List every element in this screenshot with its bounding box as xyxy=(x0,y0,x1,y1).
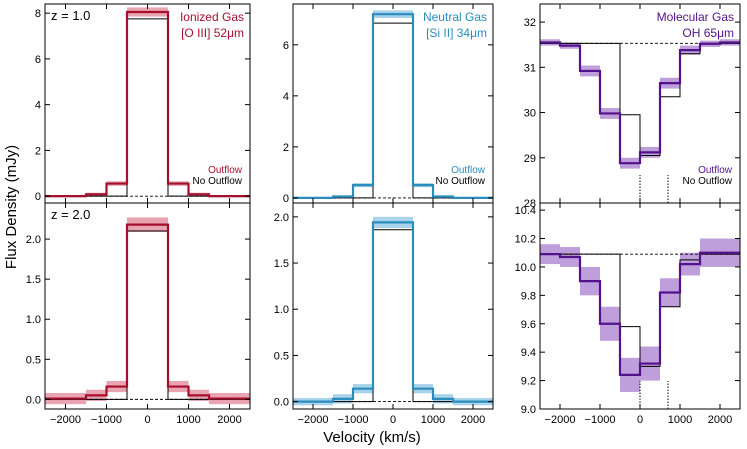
y-tick-label: 1.0 xyxy=(274,304,289,316)
y-tick-label: 9.2 xyxy=(521,376,536,388)
panel-subtitle: [O III] 52μm xyxy=(181,26,244,40)
outflow-step xyxy=(293,221,493,403)
x-tick-label: −2000 xyxy=(50,414,81,426)
y-tick-label: 29 xyxy=(524,153,536,165)
panel-subtitle: OH 65μm xyxy=(682,26,734,40)
panel-title: Molecular Gas xyxy=(657,10,734,24)
redshift-label: z = 2.0 xyxy=(51,207,90,222)
outflow-step xyxy=(293,13,493,199)
x-axis-label: Velocity (km/s) xyxy=(323,429,421,446)
y-tick-label: 2.0 xyxy=(274,212,289,224)
plot-area xyxy=(45,217,250,405)
y-tick-label: 10.4 xyxy=(515,205,536,217)
y-tick-label: 28 xyxy=(524,198,536,210)
y-tick-label: 2.0 xyxy=(26,234,41,246)
legend-outflow: Outflow xyxy=(208,165,243,176)
plot-area xyxy=(45,7,250,198)
x-tick-label: 1000 xyxy=(176,414,200,426)
x-tick-label: 0 xyxy=(144,414,150,426)
y-tick-label: 2 xyxy=(283,142,289,154)
panel-ionized-z1: 0 2 4 6 8 z = 1.0 Ionized Gas [O III] 52μm Outfl… xyxy=(35,3,251,204)
x-tick-label: 1000 xyxy=(668,414,692,426)
panel-title: Neutral Gas xyxy=(423,10,487,24)
y-tick-label: 0.5 xyxy=(274,350,289,362)
no-outflow-step xyxy=(45,18,250,197)
panel-title: Ionized Gas xyxy=(180,10,244,24)
redshift-label: z = 1.0 xyxy=(51,8,90,23)
no-outflow-step xyxy=(540,253,740,367)
panel-molecular-z2: −2000 −1000 0 1000 2000 9.0 9.2 9.4 9.6 9.8 10.0 10… xyxy=(515,202,741,426)
y-tick-label: 0 xyxy=(283,193,289,205)
x-tick-label: 0 xyxy=(637,414,643,426)
y-axis-label: Flux Density (mJy) xyxy=(3,145,20,269)
panel-frame xyxy=(44,202,251,410)
legend-no-outflow: No Outflow xyxy=(436,176,486,187)
plot-area xyxy=(540,238,740,409)
plot-area xyxy=(293,10,493,199)
x-tick-label: −1000 xyxy=(91,414,122,426)
panel-molecular-z1: 28 29 30 31 32 Molecular Gas OH 65μm OutflowNo … xyxy=(524,3,741,210)
no-outflow-step xyxy=(45,230,250,400)
no-outflow-step xyxy=(293,229,493,403)
panel-frame xyxy=(292,202,494,410)
y-tick-label: 1.0 xyxy=(26,314,41,326)
y-tick-label: 6 xyxy=(35,54,41,66)
legend-outflow: Outflow xyxy=(698,165,733,176)
x-tick-label: −2000 xyxy=(545,414,576,426)
y-tick-label: 8 xyxy=(35,8,41,20)
panels: 0 2 4 6 8 z = 1.0 Ionized Gas [O III] 52μm Outfl… xyxy=(26,3,741,426)
y-tick-label: 9.8 xyxy=(521,290,536,302)
y-tick-label: 4 xyxy=(283,91,289,103)
y-tick-label: 1.5 xyxy=(26,274,41,286)
legend-no-outflow: No Outflow xyxy=(683,176,733,187)
x-tick-label: 0 xyxy=(390,414,396,426)
y-tick-label: 6 xyxy=(283,40,289,52)
y-tick-label: 10.0 xyxy=(515,262,536,274)
y-tick-label: 0.0 xyxy=(26,394,41,406)
panel-ionized-z2: −2000 −1000 0 1000 2000 0.0 0.5 1.0 1.5 2.0 z = 2.… xyxy=(26,202,251,426)
legend-no-outflow: No Outflow xyxy=(193,176,243,187)
y-tick-label: 2 xyxy=(35,145,41,157)
y-tick-label: 0.5 xyxy=(26,354,41,366)
y-tick-label: 1.5 xyxy=(274,258,289,270)
y-tick-label: 4 xyxy=(35,100,41,112)
plot-area xyxy=(540,39,740,203)
no-outflow-step xyxy=(540,42,740,157)
y-tick-label: 0.0 xyxy=(274,397,289,409)
y-tick-label: 32 xyxy=(524,17,536,29)
y-tick-label: 9.4 xyxy=(521,347,536,359)
outflow-step xyxy=(45,10,250,198)
x-tick-label: 2000 xyxy=(217,414,241,426)
y-tick-label: 30 xyxy=(524,108,536,120)
y-tick-label: 9.6 xyxy=(521,319,536,331)
x-tick-label: −1000 xyxy=(338,414,369,426)
x-tick-label: 1000 xyxy=(421,414,445,426)
panel-subtitle: [Si II] 34μm xyxy=(426,26,487,40)
y-tick-label: 31 xyxy=(524,62,536,74)
x-tick-label: 2000 xyxy=(708,414,732,426)
y-tick-label: 0 xyxy=(35,191,41,203)
outflow-step xyxy=(540,251,740,377)
outflow-step xyxy=(45,223,250,400)
y-tick-label: 9.0 xyxy=(521,404,536,416)
x-tick-label: −2000 xyxy=(298,414,329,426)
no-outflow-step xyxy=(293,22,493,199)
x-tick-label: −1000 xyxy=(585,414,616,426)
legend-outflow: Outflow xyxy=(451,165,486,176)
outflow-step xyxy=(540,41,740,165)
panel-neutral-z2: −2000 −1000 0 1000 2000 0.0 0.5 1.0 1.5 2.0 xyxy=(274,202,494,426)
y-tick-label: 10.2 xyxy=(515,234,536,246)
x-tick-label: 2000 xyxy=(461,414,485,426)
plot-area xyxy=(293,216,493,406)
